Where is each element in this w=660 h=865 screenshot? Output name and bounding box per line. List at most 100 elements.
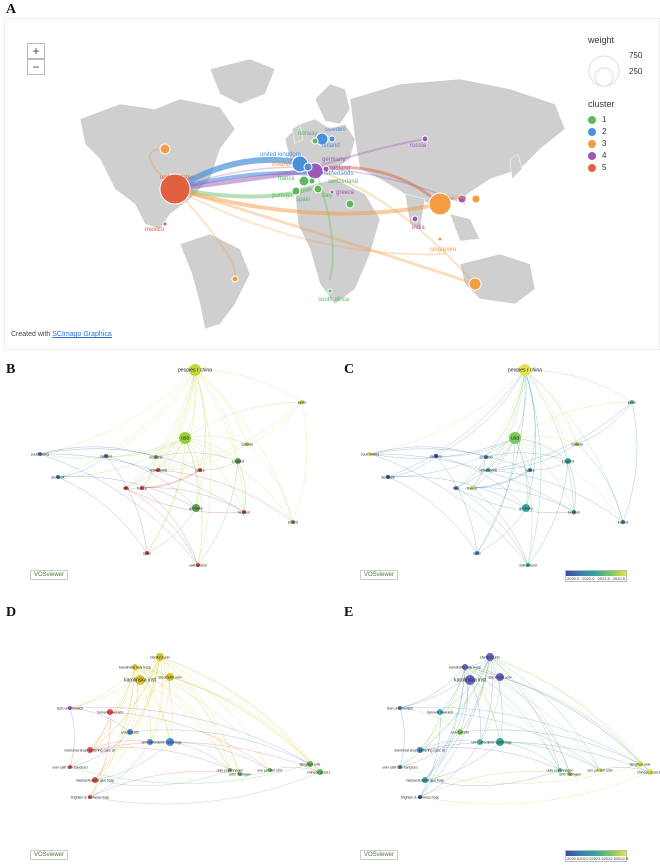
world-map-panel: + − — [4, 18, 660, 350]
network-node-label: chinese acad sci — [307, 771, 330, 775]
network-edge — [109, 711, 271, 771]
zoom-in-button[interactable]: + — [27, 43, 45, 59]
network-node-label: sun yat sen univ — [257, 769, 283, 773]
network-node — [189, 364, 201, 376]
network-edge — [69, 706, 311, 765]
network-edge — [529, 460, 569, 471]
network-edge — [455, 456, 487, 489]
network-edge — [567, 460, 576, 513]
network-edge — [476, 507, 527, 554]
scimago-link[interactable]: SCImago Graphica — [52, 331, 112, 338]
network-node — [154, 455, 158, 459]
network-node — [386, 475, 390, 479]
map-label-switzerland: switzerland — [328, 179, 358, 185]
network-edge — [89, 771, 321, 805]
network-node-label: denmark — [51, 476, 65, 480]
country-network-b: peoples r china usa japan south korea sweden… — [31, 364, 308, 568]
network-node — [486, 653, 494, 661]
network-edge — [471, 487, 529, 566]
network-edge — [576, 401, 633, 445]
node-italy — [313, 184, 323, 194]
network-edge — [269, 766, 321, 773]
network-node — [486, 468, 490, 472]
network-node — [519, 364, 531, 376]
network-edge — [471, 487, 575, 513]
legend-cluster-3: 3 — [588, 139, 606, 148]
network-node — [454, 486, 458, 490]
network-edge — [105, 455, 148, 554]
network-node-label: germany — [189, 507, 203, 511]
network-edge — [487, 443, 578, 471]
network-node — [477, 739, 483, 745]
panel-label-a: A — [6, 2, 17, 17]
map-label-uk: united kingdom — [260, 152, 301, 158]
node-finland — [328, 135, 336, 143]
network-edge — [146, 437, 186, 554]
network-edge — [499, 676, 651, 773]
network-edge — [69, 656, 161, 768]
network-node-label: tech univ munich — [387, 707, 413, 711]
network-edge — [39, 448, 201, 471]
network-node — [198, 468, 202, 472]
network-node — [235, 458, 241, 464]
network-edge — [489, 656, 571, 775]
colorbar-c: 2020.0 2021.0 2021.5 2022.5 — [565, 570, 627, 582]
network-edge — [134, 666, 231, 771]
network-edge — [435, 455, 478, 554]
network-node-label: stockholm univ — [488, 676, 511, 680]
network-node — [496, 738, 504, 746]
network-edge — [399, 731, 461, 768]
vosviewer-badge-c: VOSviewer — [360, 570, 399, 580]
network-node-label: south korea — [361, 453, 379, 457]
network-edge — [387, 476, 478, 554]
node-switzerland — [308, 177, 316, 185]
network-edge — [524, 369, 578, 445]
network-node — [307, 761, 313, 767]
zoom-out-button[interactable]: − — [27, 59, 45, 75]
legend-cluster-title: cluster — [588, 99, 615, 109]
network-node-label: ireland — [288, 521, 299, 525]
colorbar-e: 2020.0 2021.0 2021.5 2022.0 2022.5 — [565, 850, 628, 862]
network-node — [434, 454, 438, 458]
network-node — [238, 772, 242, 776]
network-node — [192, 504, 200, 512]
network-edge — [141, 487, 245, 513]
network-node-label: brigham & womens hosp — [71, 796, 110, 800]
network-edge — [89, 741, 151, 798]
network-node — [92, 777, 98, 783]
network-edge — [105, 455, 197, 509]
network-node — [437, 709, 443, 715]
network-edge — [471, 437, 516, 489]
network-node — [572, 510, 576, 514]
vosviewer-badge-d: VOSviewer — [30, 850, 69, 860]
network-node-label: switzerland — [519, 564, 537, 568]
network-edge — [599, 766, 651, 773]
network-node-label: netherlands — [149, 469, 168, 473]
network-edge — [524, 369, 542, 566]
network-node-label: spain — [143, 552, 151, 556]
network-edge — [134, 666, 171, 743]
network-edge — [455, 369, 526, 489]
legend-cluster-4: 4 — [588, 151, 606, 160]
network-edge — [419, 656, 491, 751]
network-edge — [419, 747, 571, 775]
network-edge — [485, 452, 569, 462]
network-node-label: scotland — [479, 456, 492, 460]
weight-legend-circles — [588, 55, 620, 87]
network-edge — [499, 741, 561, 771]
network-node-label: sweden — [430, 455, 442, 459]
network-edge — [134, 666, 151, 743]
network-edge — [246, 443, 294, 523]
network-edge — [399, 666, 466, 768]
network-edge — [39, 437, 186, 459]
network-node — [509, 432, 521, 444]
network-node-label: stockholm univ — [158, 676, 181, 680]
map-label-usa: united states — [160, 175, 194, 181]
network-edge — [419, 771, 571, 798]
cluster-3-swatch — [588, 139, 596, 148]
network-node-label: univ michigan — [229, 773, 250, 777]
network-edge — [435, 437, 516, 457]
network-node-label: sweden — [100, 455, 112, 459]
network-edge — [57, 369, 196, 478]
network-node — [526, 563, 530, 567]
